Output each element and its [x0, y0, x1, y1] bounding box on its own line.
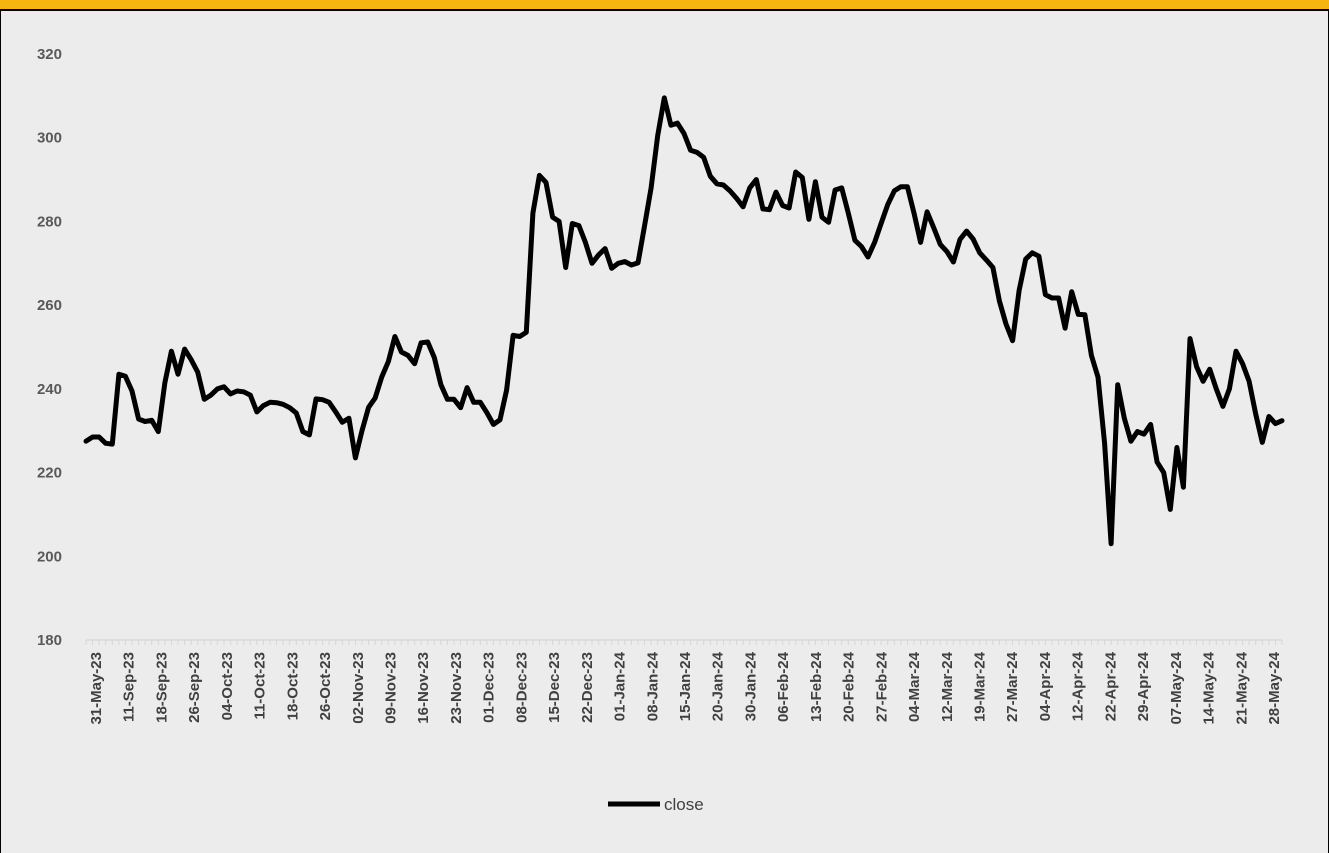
x-tick-label: 12-Apr-24 — [1070, 651, 1087, 721]
x-tick-label: 01-Jan-24 — [612, 651, 629, 721]
x-tick-label: 22-Apr-24 — [1102, 651, 1119, 721]
series-layer — [83, 95, 1285, 547]
x-tick-label: 11-Sep-23 — [121, 652, 138, 722]
legend-label-close: close — [664, 795, 704, 814]
x-tick-label: 29-Apr-24 — [1135, 651, 1152, 721]
x-tick-label: 20-Feb-24 — [841, 651, 858, 722]
x-tick-label: 01-Dec-23 — [481, 652, 498, 723]
x-tick-label: 21-May-24 — [1233, 651, 1250, 724]
x-tick-label: 04-Mar-24 — [906, 651, 923, 722]
series-line-close — [83, 95, 1285, 547]
y-tick-label: 260 — [37, 297, 62, 314]
y-tick-label: 200 — [37, 548, 62, 565]
x-axis: 31-May-23 11-Sep-23 18-Sep-23 26-Sep-23 04-O… — [85, 639, 1283, 725]
y-axis: 180 200 220 240 260 280 300 320 — [37, 46, 62, 649]
x-tick-label: 20-Jan-24 — [710, 651, 727, 721]
x-tick-label: 15-Dec-23 — [546, 652, 563, 723]
y-tick-label: 300 — [37, 130, 62, 147]
x-tick-label: 02-Nov-23 — [350, 652, 367, 724]
x-tick-label: 11-Oct-23 — [252, 652, 269, 720]
x-tick-label: 23-Nov-23 — [448, 652, 465, 724]
legend: close — [608, 795, 704, 814]
x-tick-label: 04-Oct-23 — [219, 652, 236, 720]
x-tick-label: 04-Apr-24 — [1037, 651, 1054, 721]
x-tick-label: 28-May-24 — [1266, 651, 1283, 724]
x-tick-label: 09-Nov-23 — [383, 652, 400, 724]
x-tick-label: 07-May-24 — [1168, 651, 1185, 724]
x-tick-label: 26-Sep-23 — [186, 652, 203, 723]
x-tick-label: 13-Feb-24 — [808, 651, 825, 722]
x-tick-label: 06-Feb-24 — [775, 651, 792, 722]
x-tick-label: 12-Mar-24 — [939, 651, 956, 722]
x-tick-label: 19-Mar-24 — [972, 651, 989, 722]
y-tick-label: 240 — [37, 381, 62, 398]
x-tick-label: 15-Jan-24 — [677, 651, 694, 721]
x-tick-label: 14-May-24 — [1201, 651, 1218, 724]
x-tick-label: 30-Jan-24 — [742, 651, 759, 721]
x-tick-label: 08-Jan-24 — [644, 651, 661, 721]
y-tick-label: 280 — [37, 213, 62, 230]
x-tick-label: 18-Sep-23 — [153, 652, 170, 723]
x-tick-label: 27-Mar-24 — [1004, 651, 1021, 722]
y-tick-label: 320 — [37, 46, 62, 63]
x-tick-label: 22-Dec-23 — [579, 652, 596, 723]
x-tick-label: 31-May-23 — [88, 652, 105, 725]
y-tick-label: 220 — [37, 465, 62, 482]
x-tick-label: 18-Oct-23 — [284, 652, 301, 720]
x-tick-label: 08-Dec-23 — [513, 652, 530, 723]
x-tick-label: 26-Oct-23 — [317, 652, 334, 720]
y-tick-label: 180 — [37, 632, 62, 649]
x-tick-label: 27-Feb-24 — [873, 651, 890, 722]
x-tick-label: 16-Nov-23 — [415, 652, 432, 724]
plot-area — [0, 11, 1329, 853]
header-bar — [0, 0, 1329, 11]
